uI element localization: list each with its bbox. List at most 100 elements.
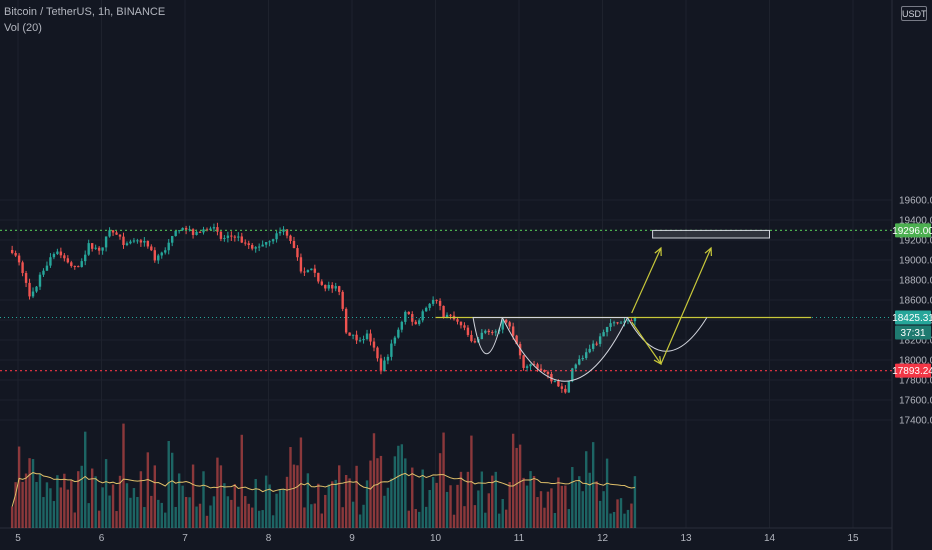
candle-body [327, 284, 330, 289]
candle-body [379, 358, 383, 372]
volume-bar [351, 501, 355, 528]
candle-body [212, 227, 216, 229]
candle-body [132, 240, 136, 242]
volume-bar [251, 507, 254, 528]
candle-body [17, 255, 21, 263]
volume-bar [324, 494, 327, 528]
volume-bar [480, 471, 484, 528]
candle-body [150, 246, 153, 251]
volume-bar [560, 485, 564, 528]
candle-body [428, 303, 431, 308]
candle-body [296, 248, 299, 258]
candle-body [167, 242, 170, 251]
candle-body [445, 314, 449, 318]
volume-bar [52, 501, 56, 528]
volume-bar [223, 483, 226, 528]
time-axis: 5 6 7 8 9 10 11 12 13 14 15 [15, 533, 859, 544]
volume-bar [94, 476, 97, 528]
candle-body [31, 291, 35, 297]
volume-bar [268, 484, 271, 528]
candle-body [80, 261, 83, 267]
candle-body [240, 236, 243, 243]
candle-body [303, 271, 306, 273]
candle-body [557, 381, 560, 387]
head-arc [501, 317, 629, 382]
volume-bar [383, 495, 386, 528]
volume-bar [87, 503, 90, 528]
volume-bar [379, 455, 383, 528]
candle-body [324, 284, 327, 289]
candle-body [532, 364, 536, 366]
candle-body [564, 388, 567, 393]
candle-body [612, 322, 616, 324]
candle-body [466, 327, 470, 335]
volume-bar [17, 446, 21, 528]
volume-bar [397, 445, 400, 528]
symbol-title[interactable]: Bitcoin / TetherUS, 1h, BINANCE [4, 6, 166, 18]
time-tick-label: 11 [514, 533, 525, 544]
candle-body [42, 270, 45, 275]
volume-bar [619, 498, 623, 528]
candle-body [164, 250, 167, 253]
volume-bar [581, 491, 584, 528]
candle-body [473, 341, 477, 343]
volume-bar [376, 458, 379, 528]
candle-body [226, 235, 230, 238]
candle-body [160, 252, 163, 256]
candle-body [97, 247, 101, 251]
candle-body [351, 334, 355, 336]
volume-bar [306, 473, 310, 528]
volume-bar [233, 484, 237, 528]
volume-bar [219, 465, 223, 528]
volume-bar [553, 512, 557, 528]
candle-body [292, 240, 296, 249]
volume-bar [230, 499, 233, 528]
volume-bar [616, 499, 619, 528]
volume-bar [247, 503, 250, 528]
candle-body [491, 332, 494, 334]
volume-bar [38, 473, 42, 528]
volume-bar [320, 513, 324, 528]
candle-body [223, 237, 226, 239]
candle-body [334, 286, 337, 289]
volume-bar [456, 484, 459, 528]
volume-bar [285, 476, 289, 528]
candle-body [609, 323, 612, 327]
candle-body [605, 326, 609, 333]
volume-bar [532, 475, 536, 528]
candle-body [578, 359, 581, 365]
volume-bar [504, 509, 508, 528]
time-tick-label: 9 [349, 533, 355, 544]
candle-body [268, 241, 271, 243]
volume-bar [362, 504, 365, 528]
volume-bars [10, 423, 637, 528]
volume-bar [518, 444, 522, 528]
candle-body [414, 321, 417, 325]
candle-body [52, 253, 56, 258]
volume-bar [28, 458, 31, 528]
volume-bar [31, 459, 35, 528]
candle-body [407, 311, 410, 315]
candle-body [508, 322, 511, 327]
currency-button[interactable]: USDT [901, 6, 927, 21]
volume-bar [393, 456, 397, 528]
candle-body [125, 243, 129, 246]
candle-body [331, 284, 334, 289]
volume-bar [157, 499, 160, 528]
volume-bar [626, 509, 630, 528]
candle-body [421, 311, 424, 321]
volume-bar [160, 502, 163, 528]
candle-body [118, 234, 122, 237]
volume-bar [546, 491, 550, 528]
candle-body [261, 244, 264, 247]
volume-bar [494, 471, 497, 528]
volume-bar [598, 500, 602, 528]
price-tick-label: 17600.00 [899, 396, 932, 407]
volume-indicator-label[interactable]: Vol (20) [4, 22, 42, 34]
volume-bar [14, 482, 17, 528]
candle-body [418, 320, 421, 325]
volume-bar [313, 503, 317, 528]
candle-body [271, 239, 275, 242]
time-tick-label: 8 [266, 533, 272, 544]
